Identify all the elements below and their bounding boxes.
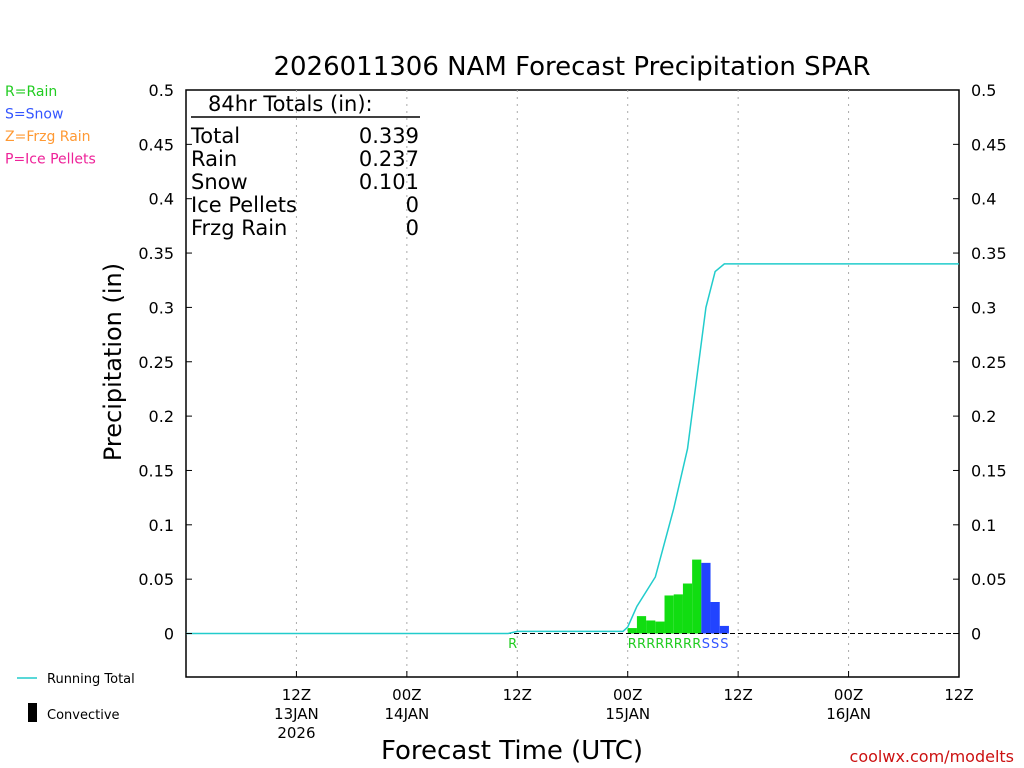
precip-type-legend-item: S=Snow: [5, 107, 63, 123]
precip-type-marker: R: [646, 637, 655, 652]
precip-bar: [664, 595, 674, 634]
y-tick-label-right: 0.2: [971, 407, 996, 426]
y-tick-label-left: 0.35: [138, 244, 174, 263]
precip-bar: [673, 594, 683, 634]
running-total-legend-label: Running Total: [47, 672, 135, 687]
y-tick-label-left: 0.05: [138, 570, 174, 589]
x-tick-label: 12Z: [944, 686, 973, 704]
y-tick-label-left: 0.3: [149, 298, 174, 317]
y-tick-label-right: 0.3: [971, 298, 996, 317]
precip-type-legend-item: R=Rain: [5, 84, 57, 100]
y-tick-label-right: 0.1: [971, 516, 996, 535]
precip-type-marker: R: [637, 637, 646, 652]
x-tick-label: 16JAN: [826, 705, 871, 723]
bars-group: [627, 559, 729, 634]
totals-header: 84hr Totals (in):: [208, 92, 373, 116]
precip-bar: [655, 621, 665, 634]
x-tick-label: 12Z: [282, 686, 311, 704]
y-axis-label: Precipitation (in): [99, 263, 127, 461]
precip-bar: [701, 562, 711, 634]
y-tick-label-left: 0.25: [138, 353, 174, 372]
chart-title: 2026011306 NAM Forecast Precipitation SP…: [273, 52, 870, 82]
precip-type-legend: R=Rain S=Snow Z=Frzg Rain P=Ice Pellets: [5, 84, 96, 168]
precip-type-marker: R: [674, 637, 683, 652]
y-tick-label-left: 0.2: [149, 407, 174, 426]
credit-text: coolwx.com/modelts: [850, 747, 1014, 766]
precip-bar: [682, 583, 693, 634]
y-tick-label-right: 0.45: [971, 135, 1007, 154]
y-tick-label-left: 0.5: [149, 81, 174, 100]
y-tick-label-right: 0.5: [971, 81, 996, 100]
y-tick-label-left: 0.45: [138, 135, 174, 154]
totals-rows: Total 0.339 Rain 0.237 Snow 0.101 Ice Pellets 0…: [190, 124, 419, 240]
totals-row-label: Ice Pellets: [191, 193, 297, 217]
totals-row-value: 0.339: [359, 124, 419, 148]
y-tick-label-left: 0: [164, 625, 174, 644]
x-tick-label: 00Z: [834, 686, 863, 704]
precip-type-marker: R: [665, 637, 674, 652]
precip-type-marker: R: [692, 637, 701, 652]
x-tick-label: 00Z: [613, 686, 642, 704]
x-tick-label: 15JAN: [605, 705, 650, 723]
y-tick-label-left: 0.15: [138, 461, 174, 480]
y-tick-label-left: 0.4: [149, 190, 174, 209]
y-tick-label-left: 0.1: [149, 516, 174, 535]
y-axis-ticks: 0 00.05 0.050.1 0.10.15 0.150.2 0.20.25 0.250.…: [138, 81, 1006, 644]
x-tick-label: 12Z: [723, 686, 752, 704]
totals-row-label: Total: [190, 124, 240, 148]
x-tick-label: 12Z: [503, 686, 532, 704]
y-tick-label-right: 0.4: [971, 190, 996, 209]
precip-type-marker: R: [655, 637, 664, 652]
x-tick-label: 14JAN: [384, 705, 429, 723]
bottom-legend: Running Total Convective: [17, 672, 135, 723]
x-tick-label: 00Z: [392, 686, 421, 704]
x-axis-label: Forecast Time (UTC): [381, 736, 643, 766]
running-total-line: [186, 263, 959, 635]
precip-type-marker: S: [720, 637, 728, 652]
precip-bar: [719, 625, 729, 634]
x-tick-label: 13JAN: [274, 705, 319, 723]
precip-type-legend-item: P=Ice Pellets: [5, 152, 96, 168]
precip-type-marker: R: [508, 637, 517, 652]
y-tick-label-right: 0.35: [971, 244, 1007, 263]
y-tick-label-right: 0: [971, 625, 981, 644]
precip-bar: [692, 559, 702, 634]
convective-legend-label: Convective: [47, 708, 120, 723]
x-tick-label: 2026: [277, 724, 315, 742]
precip-type-marker: R: [683, 637, 692, 652]
totals-row-value: 0: [406, 193, 419, 217]
totals-box: 84hr Totals (in): Total 0.339 Rain 0.237 Sno…: [190, 92, 420, 240]
precip-type-marker: S: [711, 637, 719, 652]
totals-row-value: 0.237: [359, 147, 419, 171]
precip-bar: [636, 616, 647, 634]
precip-bar: [627, 628, 637, 634]
precip-bar: [646, 620, 656, 634]
y-tick-label-right: 0.15: [971, 461, 1007, 480]
precip-bar: [710, 601, 720, 634]
precip-type-marker: R: [628, 637, 637, 652]
precip-type-legend-item: Z=Frzg Rain: [5, 129, 91, 145]
convective-legend-swatch: [28, 703, 37, 722]
totals-row-label: Frzg Rain: [191, 216, 287, 240]
plot-frame: [185, 89, 960, 678]
totals-row-label: Snow: [191, 170, 248, 194]
totals-row-value: 0: [406, 216, 419, 240]
y-tick-label-right: 0.05: [971, 570, 1007, 589]
totals-row-label: Rain: [191, 147, 237, 171]
precip-type-marker: S: [702, 637, 710, 652]
y-tick-label-right: 0.25: [971, 353, 1007, 372]
totals-row-value: 0.101: [359, 170, 419, 194]
